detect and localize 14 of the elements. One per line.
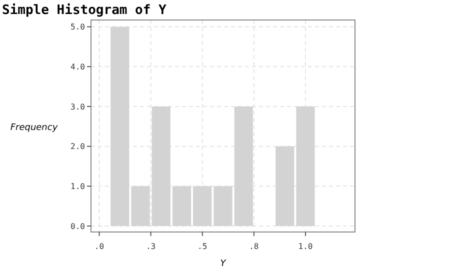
x-tick-label: .3: [146, 242, 156, 251]
y-tick-label: 0.0: [70, 222, 86, 231]
y-tick-label: 3.0: [70, 102, 86, 112]
x-tick-label: 1.0: [298, 242, 313, 251]
x-tick-label: .8: [249, 242, 259, 251]
y-tick-label: 1.0: [70, 182, 86, 191]
y-tick-label: 5.0: [70, 22, 86, 32]
x-tick-label: .5: [198, 242, 208, 251]
y-tick-label: 2.0: [70, 142, 86, 152]
x-axis-title: Y: [220, 259, 228, 269]
x-tick-label: .0: [94, 242, 104, 251]
y-tick-label: 4.0: [70, 62, 86, 72]
chart-title: Simple Histogram of Y: [2, 3, 167, 18]
y-axis-title: Frequency: [10, 123, 58, 133]
